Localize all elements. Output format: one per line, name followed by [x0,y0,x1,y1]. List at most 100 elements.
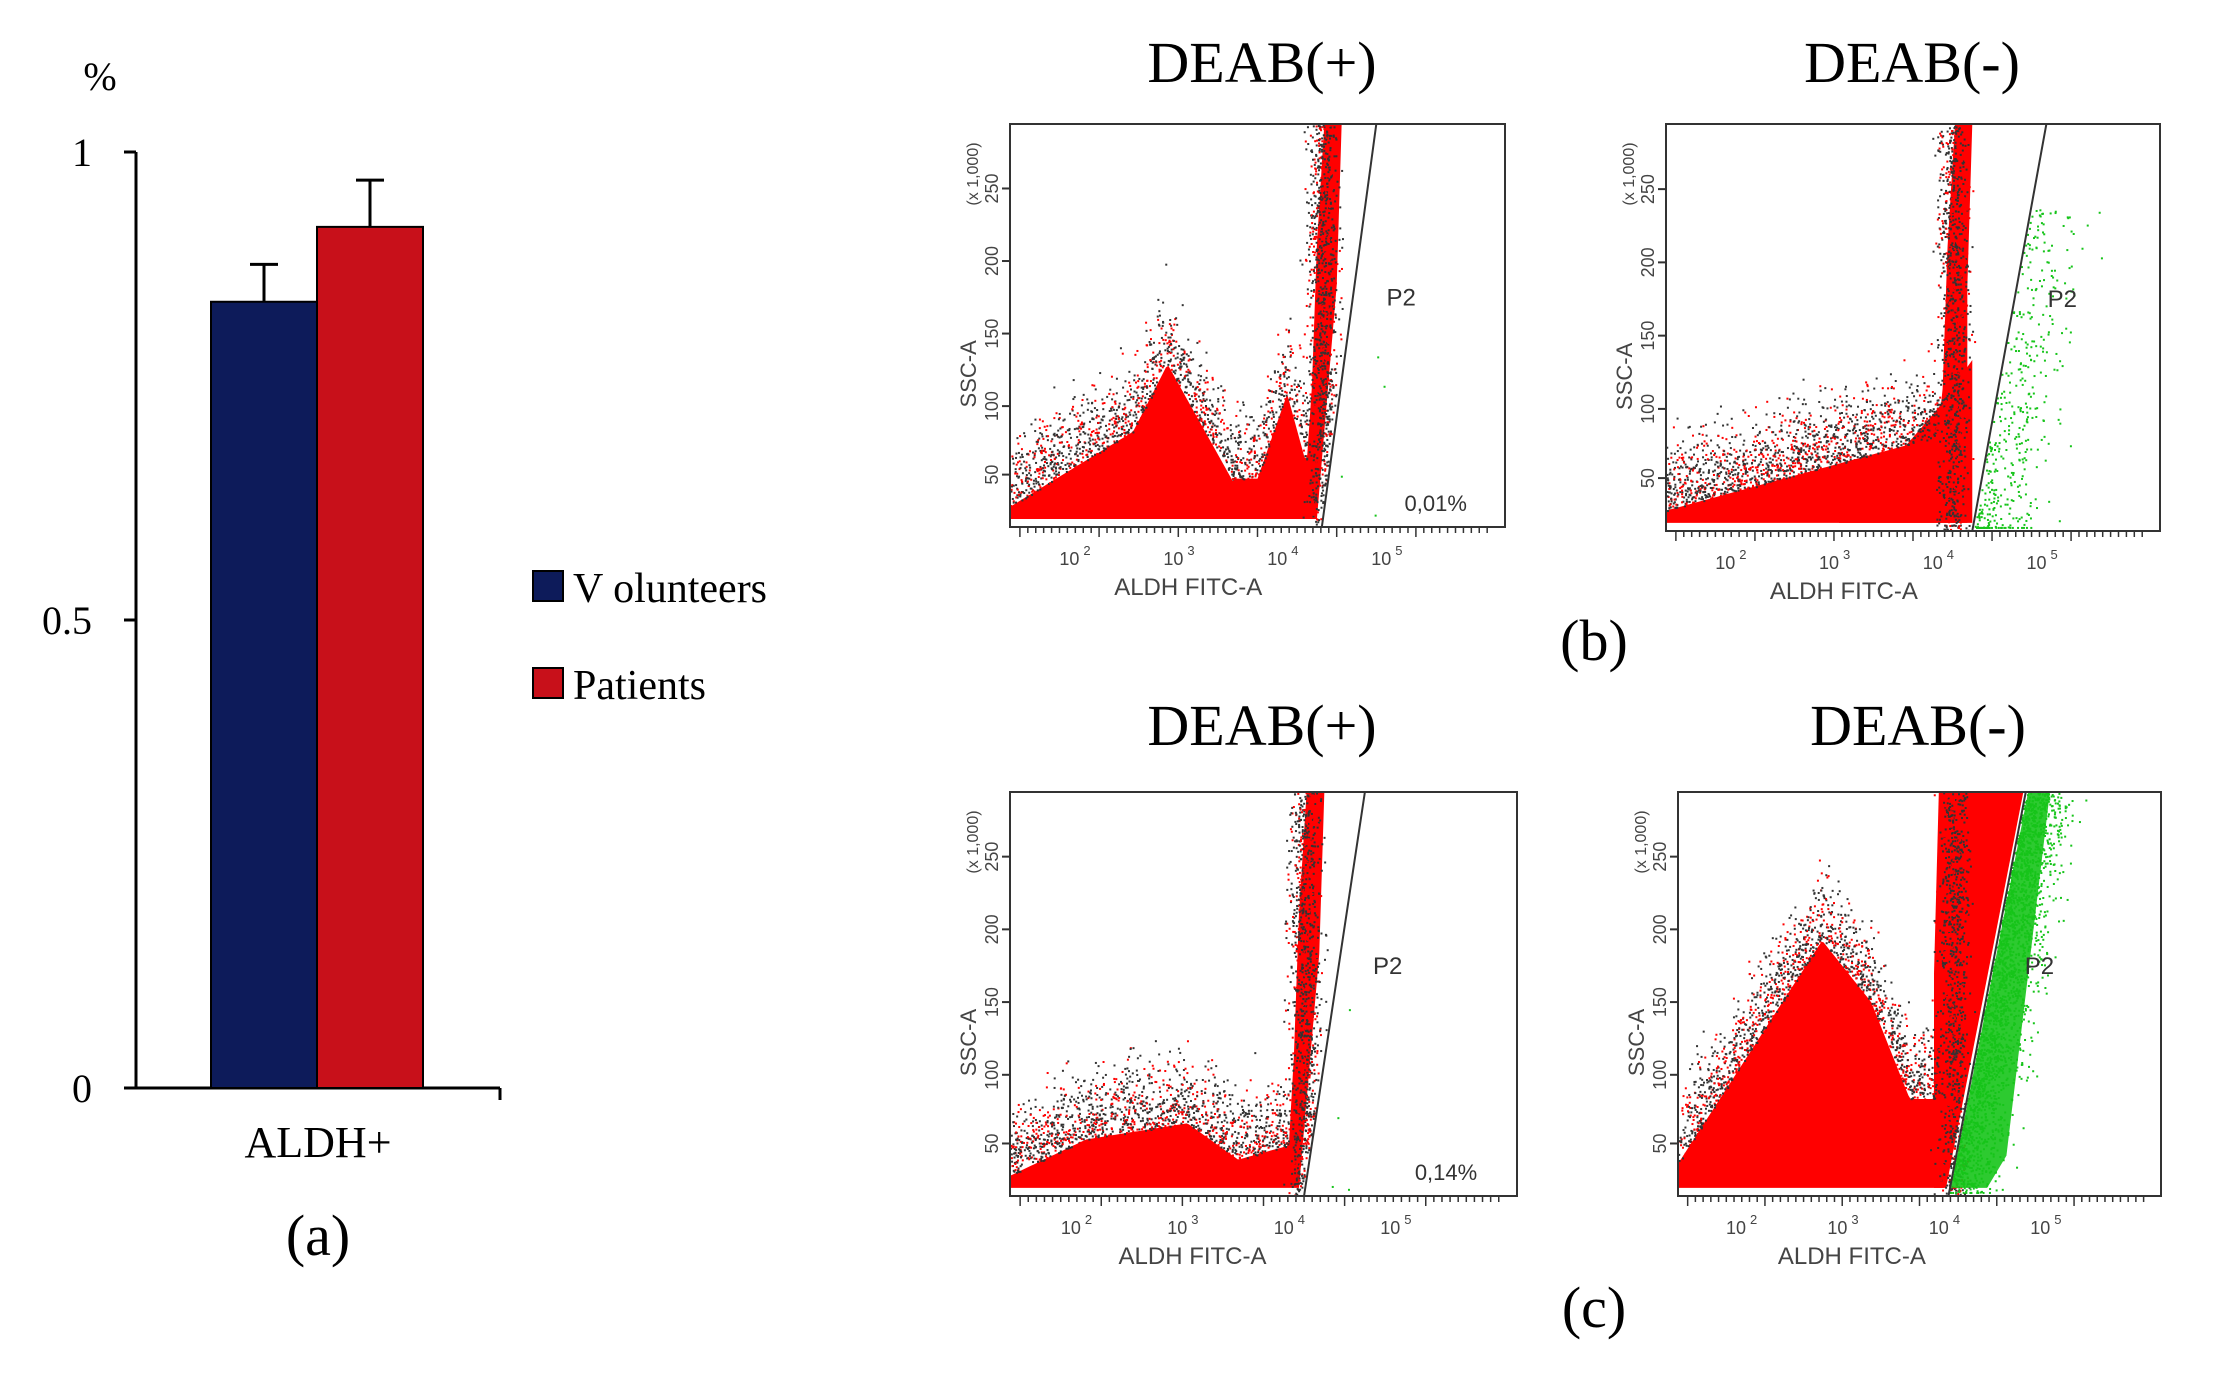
event-dot [1068,462,1071,465]
event-dot [1123,435,1126,438]
event-dot [1168,341,1171,344]
event-dot [1326,409,1329,412]
event-dot [1676,466,1679,469]
event-dot [1955,431,1958,434]
event-dot [1807,450,1810,453]
event-dot [1323,293,1326,296]
event-dot [1310,149,1313,152]
event-dot [1951,377,1954,380]
event-dot [1936,402,1939,405]
event-dot [1905,444,1908,447]
event-dot [1203,379,1206,382]
event-dot [1146,393,1149,396]
event-dot [1784,462,1787,465]
event-dot [1945,227,1948,230]
event-dot [1321,481,1324,484]
event-dot [1738,478,1741,481]
event-dot [1234,464,1237,467]
event-dot [1958,425,1961,428]
event-dot [1946,168,1949,171]
event-dot [1034,477,1037,480]
event-dot [1099,425,1102,428]
event-dot [1149,359,1152,362]
event-dot [1840,411,1843,414]
event-dot [1927,350,1930,353]
event-dot [1066,429,1069,432]
event-dot [1918,424,1921,427]
event-dot [1940,515,1943,518]
event-dot [1928,422,1931,425]
event-dot [1122,419,1125,422]
event-dot [1959,215,1962,218]
event-dot [1053,386,1056,389]
event-dot [1789,420,1792,423]
event-dot [1315,440,1318,443]
event-dot [1192,358,1195,361]
event-dot [1731,435,1734,438]
event-dot [1318,262,1321,265]
event-dot [1964,261,1967,264]
event-dot [1302,409,1305,412]
event-dot [1823,427,1826,430]
event-dot [1338,238,1341,241]
event-dot [1937,415,1940,418]
event-dot [1944,352,1947,355]
event-dot [1956,447,1959,450]
event-dot [1902,442,1905,445]
event-dot [1163,361,1166,364]
event-dot [1230,461,1233,464]
event-dot [1721,466,1724,469]
event-dot [1137,385,1140,388]
event-dot [1052,453,1055,456]
event-dot [1119,433,1122,436]
event-dot [1279,375,1282,378]
event-dot [1958,169,1961,172]
event-dot [1128,398,1131,401]
event-dot [1322,333,1325,336]
event-dot [1301,402,1304,405]
event-dot [1312,475,1315,478]
event-dot [1151,358,1154,361]
event-dot [1950,170,1953,173]
event-dot [1865,401,1868,404]
event-dot [1264,457,1267,460]
event-dot [1839,416,1842,419]
event-dot [1230,455,1233,458]
event-dot [1728,487,1731,490]
event-dot [1950,400,1953,403]
event-dot [1955,341,1958,344]
event-dot [1856,456,1859,459]
event-dot [1239,435,1242,438]
event-dot [1780,459,1783,462]
event-dot [1841,404,1844,407]
event-dot [1949,282,1952,285]
event-dot [1956,159,1959,162]
event-dot [1185,353,1188,356]
event-dot [1326,417,1329,420]
event-dot [1315,481,1318,484]
event-dot [1332,307,1335,310]
event-dot [1041,467,1044,470]
event-dot [1241,476,1244,479]
event-dot [1226,446,1229,449]
event-dot [1293,383,1296,386]
event-dot [1955,384,1958,387]
event-dot [1320,219,1323,222]
event-dot [1847,429,1850,432]
event-dot [1202,399,1205,402]
event-dot [1318,201,1321,204]
event-dot [1947,176,1950,179]
event-dot [1768,474,1771,477]
event-dot [1943,528,1946,531]
event-dot [1308,253,1311,256]
event-dot [1882,445,1885,448]
event-dot [1315,398,1318,401]
event-dot [1194,398,1197,401]
x-tick-label: 10 [1059,549,1079,569]
event-dot [1948,267,1951,270]
event-dot [1213,413,1216,416]
event-dot [1173,323,1176,326]
event-dot [1078,430,1081,433]
event-dot [1017,476,1020,479]
